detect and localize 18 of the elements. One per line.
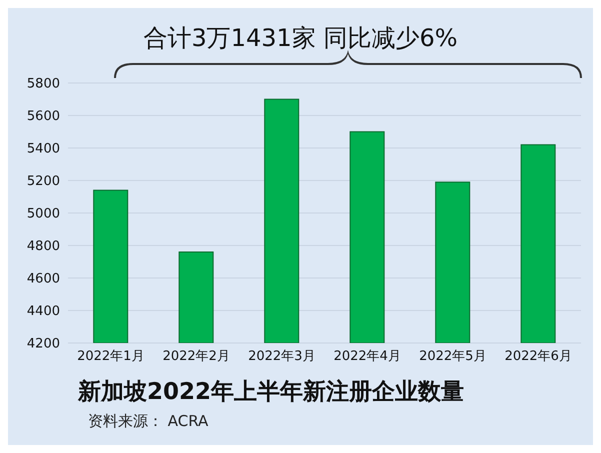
chart-title: 合计3万1431家 同比减少6%	[142, 23, 459, 54]
text: 资料来源： ACRA	[88, 412, 208, 431]
x-tick-label: 2022年4月	[334, 349, 401, 364]
y-tick-label: 4400	[26, 304, 60, 320]
y-tick-label: 5200	[26, 174, 60, 190]
x-tick-label: 2022年2月	[162, 349, 230, 364]
text: 新加坡2022年上半年新注册企业数量	[78, 378, 464, 407]
y-tick-label: 4600	[26, 272, 60, 287]
x-tick-label: 2022年5月	[419, 349, 486, 364]
y-tick-label: 5000	[26, 206, 60, 222]
y-tick-label: 5800	[26, 76, 60, 92]
y-tick-label: 4200	[26, 336, 60, 352]
x-tick-label: 2022年3月	[248, 349, 316, 364]
y-tick-label: 5600	[26, 109, 60, 124]
x-tick-label: 2022年6月	[504, 349, 572, 364]
y-tick-label: 4800	[26, 239, 60, 254]
x-tick-label: 2022年1月	[77, 349, 144, 364]
y-tick-label: 5400	[26, 142, 60, 157]
